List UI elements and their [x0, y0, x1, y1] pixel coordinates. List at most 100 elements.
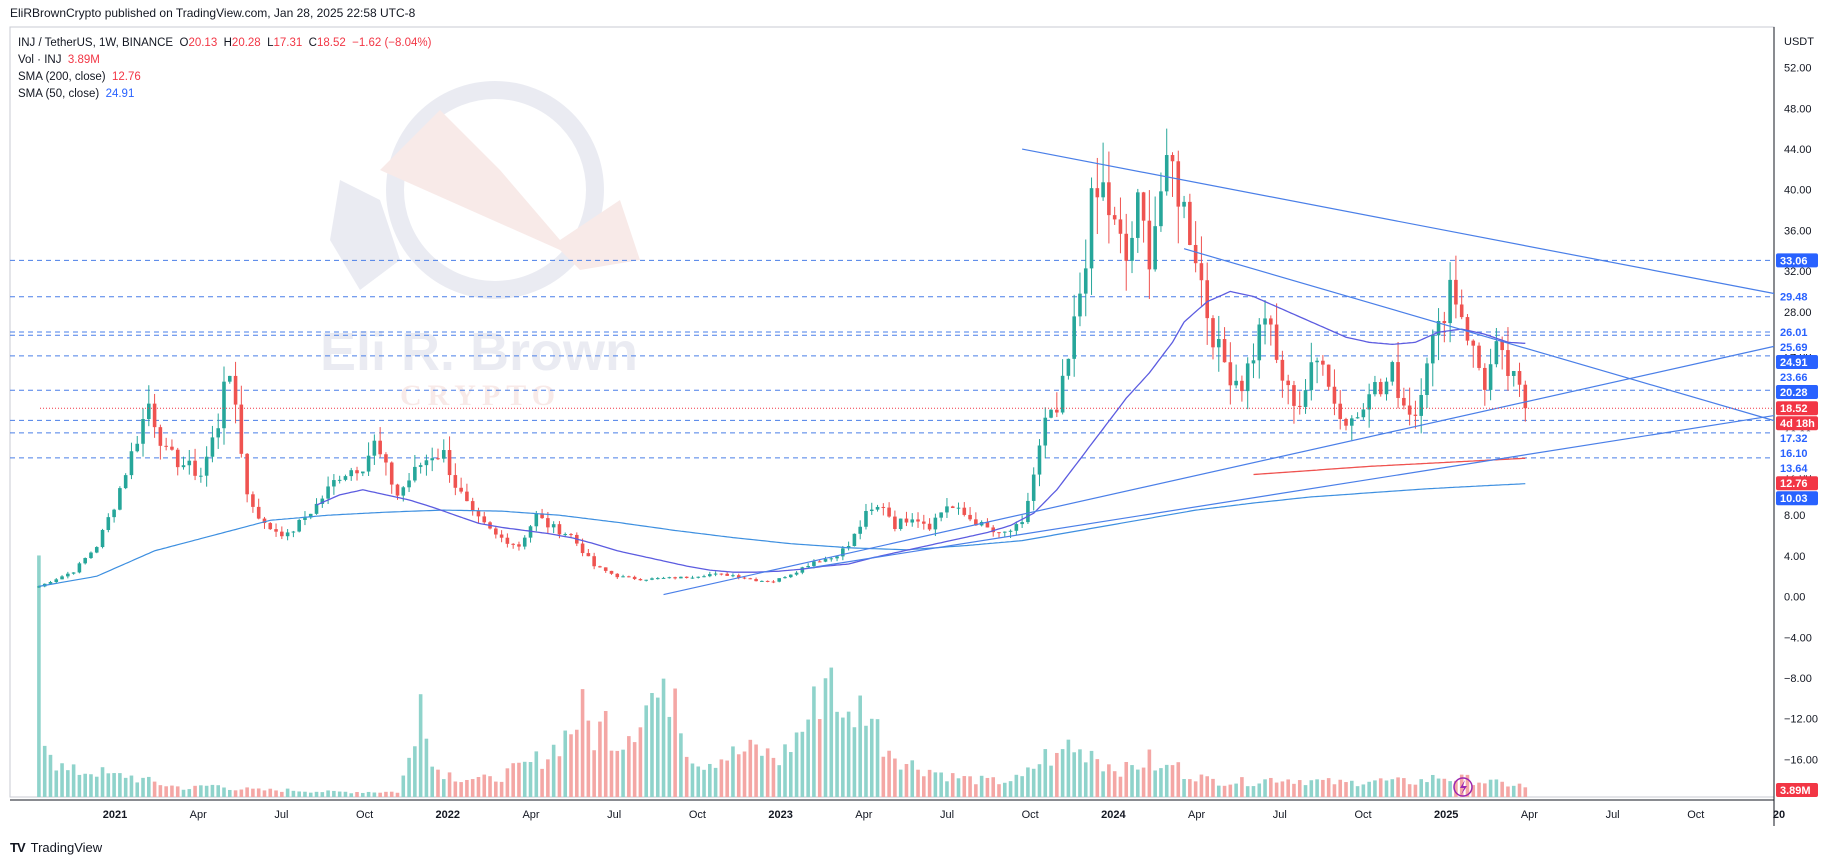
- tradingview-footer[interactable]: TV TradingView: [10, 840, 102, 855]
- price-tag: 20.28: [1776, 385, 1818, 400]
- candle-body: [829, 558, 834, 560]
- legend-sma50-label: SMA (50, close): [18, 88, 100, 100]
- volume-bar: [1078, 749, 1082, 797]
- candle-body: [1107, 182, 1111, 216]
- volume-bar: [1060, 749, 1065, 797]
- volume-bar: [314, 791, 319, 797]
- candle-body: [395, 484, 400, 496]
- candle-body: [835, 556, 839, 559]
- published-header: EliRBrownCrypto published on TradingView…: [10, 6, 416, 20]
- volume-bar: [1234, 783, 1238, 797]
- volume-bar: [742, 751, 747, 797]
- candle-body: [881, 506, 886, 508]
- volume-bar: [1488, 779, 1493, 797]
- time-axis[interactable]: 2021 Apr Jul Oct 2022 Apr Jul Oct 2023 Apr Jul Oct 2…: [103, 809, 1785, 821]
- candle-body: [1078, 293, 1082, 317]
- lightning-icon[interactable]: [1453, 777, 1473, 797]
- price-axis[interactable]: USDT 52.00 48.00 44.00 40.00 36.00 32.00 28.00…: [1784, 36, 1818, 766]
- volume-bar: [569, 734, 573, 797]
- candle-body: [684, 576, 689, 579]
- volume-bar: [366, 791, 371, 797]
- legend-sma50-row[interactable]: SMA (50, close) 24.91: [18, 86, 431, 103]
- price-tag: 3.89M: [1776, 783, 1818, 797]
- volume-bar: [956, 778, 961, 797]
- candle-body: [511, 543, 515, 545]
- time-tick-label: 2022: [436, 809, 460, 821]
- volume-bar: [488, 776, 492, 797]
- candle-body: [887, 507, 891, 517]
- volume-bar: [1240, 777, 1244, 797]
- volume-bar: [1269, 777, 1273, 797]
- candle-body: [1245, 363, 1250, 392]
- candle-body: [152, 403, 157, 428]
- candle-body: [1286, 380, 1290, 386]
- legend-l-label: L: [267, 37, 274, 49]
- volume-bar: [1008, 781, 1013, 797]
- candle-body: [187, 460, 192, 466]
- trendlines[interactable]: [663, 148, 1775, 596]
- volume-bar: [1164, 764, 1169, 797]
- watermark: Eli R. Brown CRYPTO: [320, 81, 640, 412]
- legend-symbol[interactable]: INJ / TetherUS, 1W, BINANCE: [18, 37, 174, 49]
- price-tick-label: −16.00: [1784, 754, 1818, 766]
- candle-body: [1216, 339, 1221, 348]
- price-tag: 24.91: [1776, 355, 1818, 370]
- volume-bar: [638, 727, 643, 797]
- volume-bar: [227, 789, 232, 797]
- volume-bar: [783, 744, 787, 797]
- volume-bar: [864, 725, 868, 797]
- time-tick-label: 2023: [768, 809, 792, 821]
- volume-bar: [418, 694, 423, 797]
- volume-bar: [1055, 752, 1059, 797]
- candle-body: [1101, 182, 1105, 198]
- candle-body: [679, 576, 683, 579]
- volume-bar: [1413, 784, 1418, 797]
- volume-bar: [1436, 778, 1441, 797]
- watermark-line1: Eli R. Brown: [320, 322, 638, 382]
- candle-body: [1112, 215, 1117, 220]
- trendline: [808, 414, 1775, 569]
- price-tag-text: 29.48: [1780, 292, 1808, 304]
- volume-bar: [1367, 781, 1371, 797]
- candle-body: [499, 534, 504, 538]
- candle-body: [436, 458, 440, 460]
- legend-sma200-row[interactable]: SMA (200, close) 12.76: [18, 69, 431, 86]
- candle-body: [922, 521, 926, 524]
- candle-body: [349, 470, 354, 477]
- candle-body: [1026, 500, 1030, 523]
- volume-bar: [337, 791, 342, 797]
- legend-c-label: C: [308, 37, 317, 49]
- chart-legend: INJ / TetherUS, 1W, BINANCE O20.13 H20.2…: [18, 35, 431, 103]
- volume-bar: [713, 767, 718, 797]
- volume-bar: [170, 785, 174, 797]
- candle-body: [251, 494, 255, 507]
- volume-bar: [979, 775, 984, 797]
- volume-bar: [436, 769, 440, 797]
- volume-bar: [904, 764, 909, 797]
- candle-body: [968, 514, 972, 520]
- time-tick-label: Apr: [1188, 809, 1205, 821]
- candle-body: [1211, 318, 1215, 348]
- volume-bar: [1049, 765, 1053, 797]
- candle-body: [147, 403, 151, 420]
- candle-body: [60, 576, 64, 580]
- candle-body: [1083, 268, 1088, 294]
- candle-body: [285, 532, 290, 537]
- candle-body: [1170, 155, 1175, 162]
- price-tag: 29.48: [1776, 289, 1818, 304]
- candle-body: [1089, 188, 1094, 269]
- candle-body: [1355, 417, 1360, 419]
- sma200-line: [1253, 457, 1526, 476]
- volume-bar: [1454, 780, 1458, 797]
- price-tag-text: 33.06: [1780, 255, 1808, 267]
- candle-body: [1228, 362, 1233, 386]
- candle-body: [1205, 280, 1209, 319]
- candle-body: [731, 575, 735, 577]
- candle-body: [239, 404, 244, 454]
- candle-body: [1095, 188, 1100, 198]
- volume-bar: [274, 790, 278, 797]
- volume-bar: [476, 777, 481, 797]
- volume-bar: [991, 777, 996, 797]
- legend-volume-row[interactable]: Vol · INJ 3.89M: [18, 52, 431, 69]
